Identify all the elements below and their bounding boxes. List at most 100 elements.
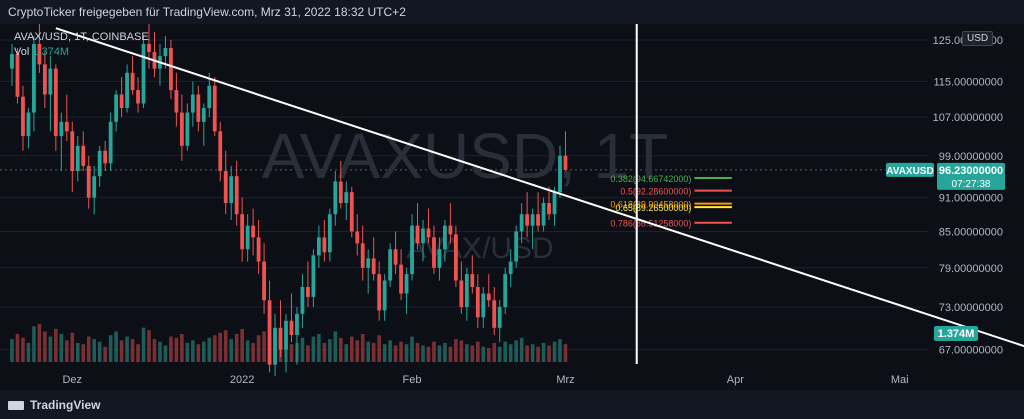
volume-bar — [481, 346, 486, 362]
volume-bar — [212, 335, 217, 362]
currency-badge[interactable]: USD — [962, 31, 994, 46]
volume-bar — [514, 340, 518, 362]
candle-body — [256, 237, 261, 262]
chart-legend: AVAX/USD, 1T, COINBASE Vol 1.374M — [14, 30, 149, 60]
volume-bar — [136, 344, 140, 362]
candle-body — [464, 274, 469, 307]
volume-bar — [21, 337, 25, 362]
candle-body — [563, 155, 568, 170]
candle-body — [547, 203, 551, 215]
volume-bar — [163, 345, 168, 362]
legend-vol-value: 1.374M — [32, 46, 70, 58]
header-title: CryptoTicker freigegeben für TradingView… — [8, 5, 406, 19]
candle-body — [492, 300, 497, 328]
candle-body — [459, 280, 464, 307]
candle-body — [86, 165, 91, 198]
volume-bar — [344, 344, 349, 362]
volume-badge-label: 1.374M — [938, 328, 975, 340]
candle-body — [147, 43, 151, 53]
candle-body — [300, 287, 305, 314]
volume-bar — [191, 340, 195, 362]
candle-body — [201, 107, 206, 122]
x-tick-label: 2022 — [230, 374, 254, 386]
candle-body — [421, 228, 425, 244]
volume-bar — [103, 346, 107, 362]
y-tick-label: 115.00000000 — [933, 76, 1003, 88]
volume-bar — [536, 346, 540, 362]
volume-bar — [317, 334, 321, 362]
candle-body — [119, 94, 124, 108]
volume-bar — [399, 341, 403, 362]
volume-bar — [360, 334, 365, 362]
candle-body — [207, 85, 212, 108]
candle-body — [432, 237, 436, 268]
y-tick-label: 91.00000000 — [939, 193, 1003, 205]
candle-body — [426, 228, 431, 238]
volume-bar — [525, 345, 529, 362]
chart-area[interactable]: 125.00000000115.00000000107.0000000099.0… — [0, 12, 1024, 390]
candle-body — [262, 261, 266, 301]
candle-body — [552, 192, 557, 215]
volume-bar — [169, 336, 173, 362]
volume-bar — [114, 331, 118, 362]
candle-body — [48, 68, 53, 95]
volume-bar — [147, 330, 151, 362]
volume-bar — [547, 345, 551, 362]
candle-body — [349, 192, 354, 232]
volume-bar — [97, 341, 102, 362]
volume-bar — [32, 326, 36, 362]
candle-body — [366, 258, 371, 268]
candle-body — [306, 287, 310, 297]
volume-bar — [234, 334, 239, 362]
volume-bar — [218, 332, 223, 362]
volume-bar — [15, 334, 20, 362]
volume-bar — [508, 344, 513, 362]
candle-body — [53, 68, 58, 137]
candle-body — [470, 274, 475, 288]
candle-body — [404, 274, 409, 294]
candle-body — [443, 225, 447, 250]
volume-bar — [459, 340, 464, 362]
candle-body — [497, 307, 502, 328]
candle-body — [278, 327, 283, 350]
volume-bar — [432, 341, 436, 362]
volume-bar — [26, 342, 31, 362]
volume-bar — [251, 342, 255, 362]
volume-bar — [382, 344, 387, 362]
candle-body — [453, 234, 458, 281]
price-chart[interactable]: 125.00000000115.00000000107.0000000099.0… — [0, 12, 1024, 390]
candle-body — [536, 214, 540, 226]
volume-bar — [371, 342, 376, 362]
candle-body — [245, 225, 250, 250]
x-tick-label: Dez — [62, 374, 82, 386]
candle-body — [59, 121, 64, 137]
watermark-sub: AVAX/USD — [406, 232, 553, 265]
volume-bar — [541, 342, 546, 362]
volume-bar — [245, 340, 250, 362]
volume-bar — [108, 335, 113, 362]
volume-bar — [426, 346, 431, 362]
candle-body — [273, 327, 277, 365]
volume-bar — [223, 330, 228, 362]
candle-body — [75, 145, 80, 172]
candle-body — [437, 249, 442, 268]
countdown-timer: 07:27:38 — [952, 179, 991, 190]
volume-bar — [393, 345, 398, 362]
volume-badge — [934, 326, 978, 341]
candle-body — [388, 249, 393, 281]
volume-bar — [65, 340, 69, 362]
volume-bar — [92, 339, 96, 362]
volume-bar — [486, 348, 491, 362]
candle-body — [295, 313, 299, 335]
candle-body — [141, 43, 146, 104]
volume-bar — [355, 340, 360, 362]
candle-body — [64, 121, 69, 132]
candle-body — [503, 274, 508, 307]
volume-bar — [366, 341, 370, 362]
candle-body — [316, 237, 321, 256]
tradingview-logo[interactable]: TradingView — [8, 398, 100, 412]
candle-body — [70, 131, 75, 172]
y-tick-label: 107.00000000 — [933, 112, 1003, 124]
legend-volume: Vol 1.374M — [14, 45, 149, 60]
candle-body — [234, 176, 239, 215]
